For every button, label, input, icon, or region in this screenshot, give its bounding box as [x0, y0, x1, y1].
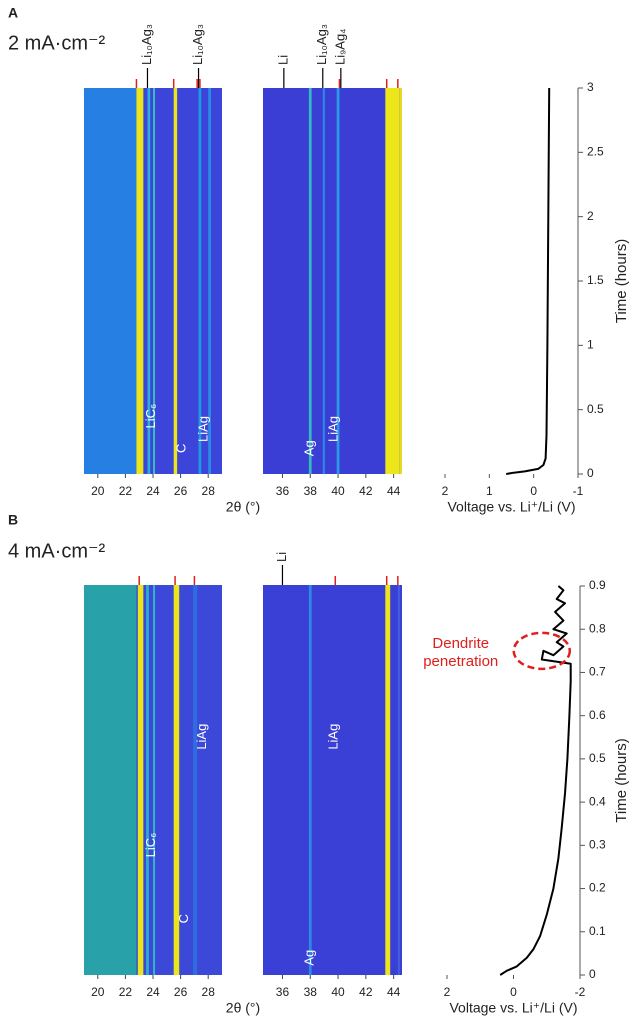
- x-tick-label: 38: [304, 985, 318, 999]
- y-axis-label: Time (hours): [613, 239, 630, 323]
- x-tick-label: 20: [91, 985, 105, 999]
- reference-label: Li₁₀Ag₃: [190, 24, 205, 65]
- voltage-curve: [499, 585, 572, 976]
- x-tick-label: 0: [510, 985, 517, 999]
- intensity-band: [198, 88, 202, 474]
- y-tick-label: 0.5: [589, 751, 606, 765]
- x-axis-label: 2θ (°): [226, 499, 260, 515]
- y-tick-label: 0.6: [589, 708, 606, 722]
- intensity-band: [308, 88, 312, 474]
- peak-label: C: [176, 914, 191, 923]
- intensity-band: [147, 88, 151, 474]
- intensity-band: [84, 88, 137, 474]
- y-tick-label: 0.5: [587, 402, 604, 416]
- intensity-band: [308, 585, 312, 975]
- reference-label: Li: [274, 552, 289, 562]
- y-tick-label: 0.2: [589, 881, 606, 895]
- x-tick-label: 40: [331, 985, 345, 999]
- y-tick-label: 0: [587, 466, 594, 480]
- x-tick-label: 28: [202, 985, 216, 999]
- x-tick-label: 0: [530, 484, 537, 498]
- intensity-band: [208, 88, 211, 474]
- panel-letter: B: [8, 512, 18, 528]
- x-tick-label: -1: [573, 484, 584, 498]
- reference-label: Li₁₀Ag₃: [314, 24, 329, 65]
- panel-title: 4 mA·cm⁻²: [8, 540, 106, 562]
- reference-label: Li: [275, 55, 290, 65]
- y-tick-label: 0: [589, 967, 596, 981]
- annotation: Dendrite penetration: [423, 634, 499, 670]
- peak-label: Ag: [302, 440, 317, 456]
- x-tick-label: 40: [331, 484, 345, 498]
- x-tick-label: 42: [359, 985, 373, 999]
- intensity-band: [84, 585, 137, 975]
- peak-label: LiC₆: [143, 833, 158, 858]
- heatmap-background: [263, 88, 402, 474]
- x-axis-label: Voltage vs. Li⁺/Li (V): [449, 1000, 577, 1016]
- y-tick-label: 0.9: [589, 578, 606, 592]
- intensity-band: [146, 585, 149, 975]
- annotation-box: Dendrite penetration: [423, 634, 499, 670]
- y-tick-label: 0.4: [589, 794, 606, 808]
- y-tick-label: 1: [587, 338, 594, 352]
- intensity-band: [397, 585, 400, 975]
- x-tick-label: 44: [387, 484, 401, 498]
- y-tick-label: 1.5: [587, 273, 604, 287]
- y-tick-label: 0.8: [589, 621, 606, 635]
- y-tick-label: 2.5: [587, 145, 604, 159]
- x-tick-label: 1: [486, 484, 493, 498]
- peak-label: LiC₆: [143, 404, 158, 429]
- x-tick-label: 2: [444, 985, 451, 999]
- heatmap-background: [263, 585, 402, 975]
- x-tick-label: 22: [119, 484, 133, 498]
- x-tick-label: 26: [174, 484, 188, 498]
- peak-label: LiAg: [325, 416, 340, 442]
- y-axis-label: Time (hours): [613, 738, 630, 822]
- y-tick-label: 0.1: [589, 924, 606, 938]
- x-tick-label: 44: [387, 985, 401, 999]
- x-tick-label: 38: [304, 484, 318, 498]
- reference-label: Li₉Ag₄: [332, 29, 347, 65]
- x-tick-label: 42: [359, 484, 373, 498]
- panel-letter: A: [8, 5, 18, 21]
- x-tick-label: 20: [91, 484, 105, 498]
- y-tick-label: 3: [587, 80, 594, 94]
- intensity-band: [336, 88, 340, 474]
- highlight-ellipse: [512, 631, 572, 671]
- x-tick-label: 28: [202, 484, 216, 498]
- intensity-band: [399, 88, 402, 474]
- intensity-band: [136, 88, 144, 474]
- x-tick-label: 2: [442, 484, 449, 498]
- intensity-band: [173, 88, 178, 474]
- peak-label: Ag: [302, 950, 317, 966]
- x-axis-label: 2θ (°): [226, 1000, 260, 1016]
- y-tick-label: 2: [587, 209, 594, 223]
- x-tick-label: 26: [174, 985, 188, 999]
- x-axis-label: Voltage vs. Li⁺/Li (V): [447, 499, 575, 515]
- intensity-band: [153, 585, 156, 975]
- intensity-band: [173, 585, 180, 975]
- intensity-band: [153, 88, 156, 474]
- peak-label: LiAg: [194, 724, 209, 750]
- peak-label: LiAg: [195, 416, 210, 442]
- peak-label: C: [173, 444, 188, 453]
- intensity-band: [385, 585, 391, 975]
- voltage-curve: [506, 87, 551, 475]
- intensity-band: [322, 88, 325, 474]
- x-tick-label: -2: [575, 985, 586, 999]
- x-tick-label: 24: [146, 484, 160, 498]
- x-tick-label: 36: [276, 484, 290, 498]
- y-tick-label: 0.3: [589, 838, 606, 852]
- peak-label: LiAg: [325, 724, 340, 750]
- x-tick-label: 36: [276, 985, 290, 999]
- y-tick-label: 0.7: [589, 665, 606, 679]
- x-tick-label: 24: [146, 985, 160, 999]
- x-tick-label: 22: [119, 985, 133, 999]
- reference-label: Li₁₀Ag₃: [139, 24, 154, 65]
- intensity-band: [385, 88, 400, 474]
- panel-title: 2 mA·cm⁻²: [8, 32, 106, 54]
- intensity-band: [193, 585, 198, 975]
- intensity-band: [137, 585, 144, 975]
